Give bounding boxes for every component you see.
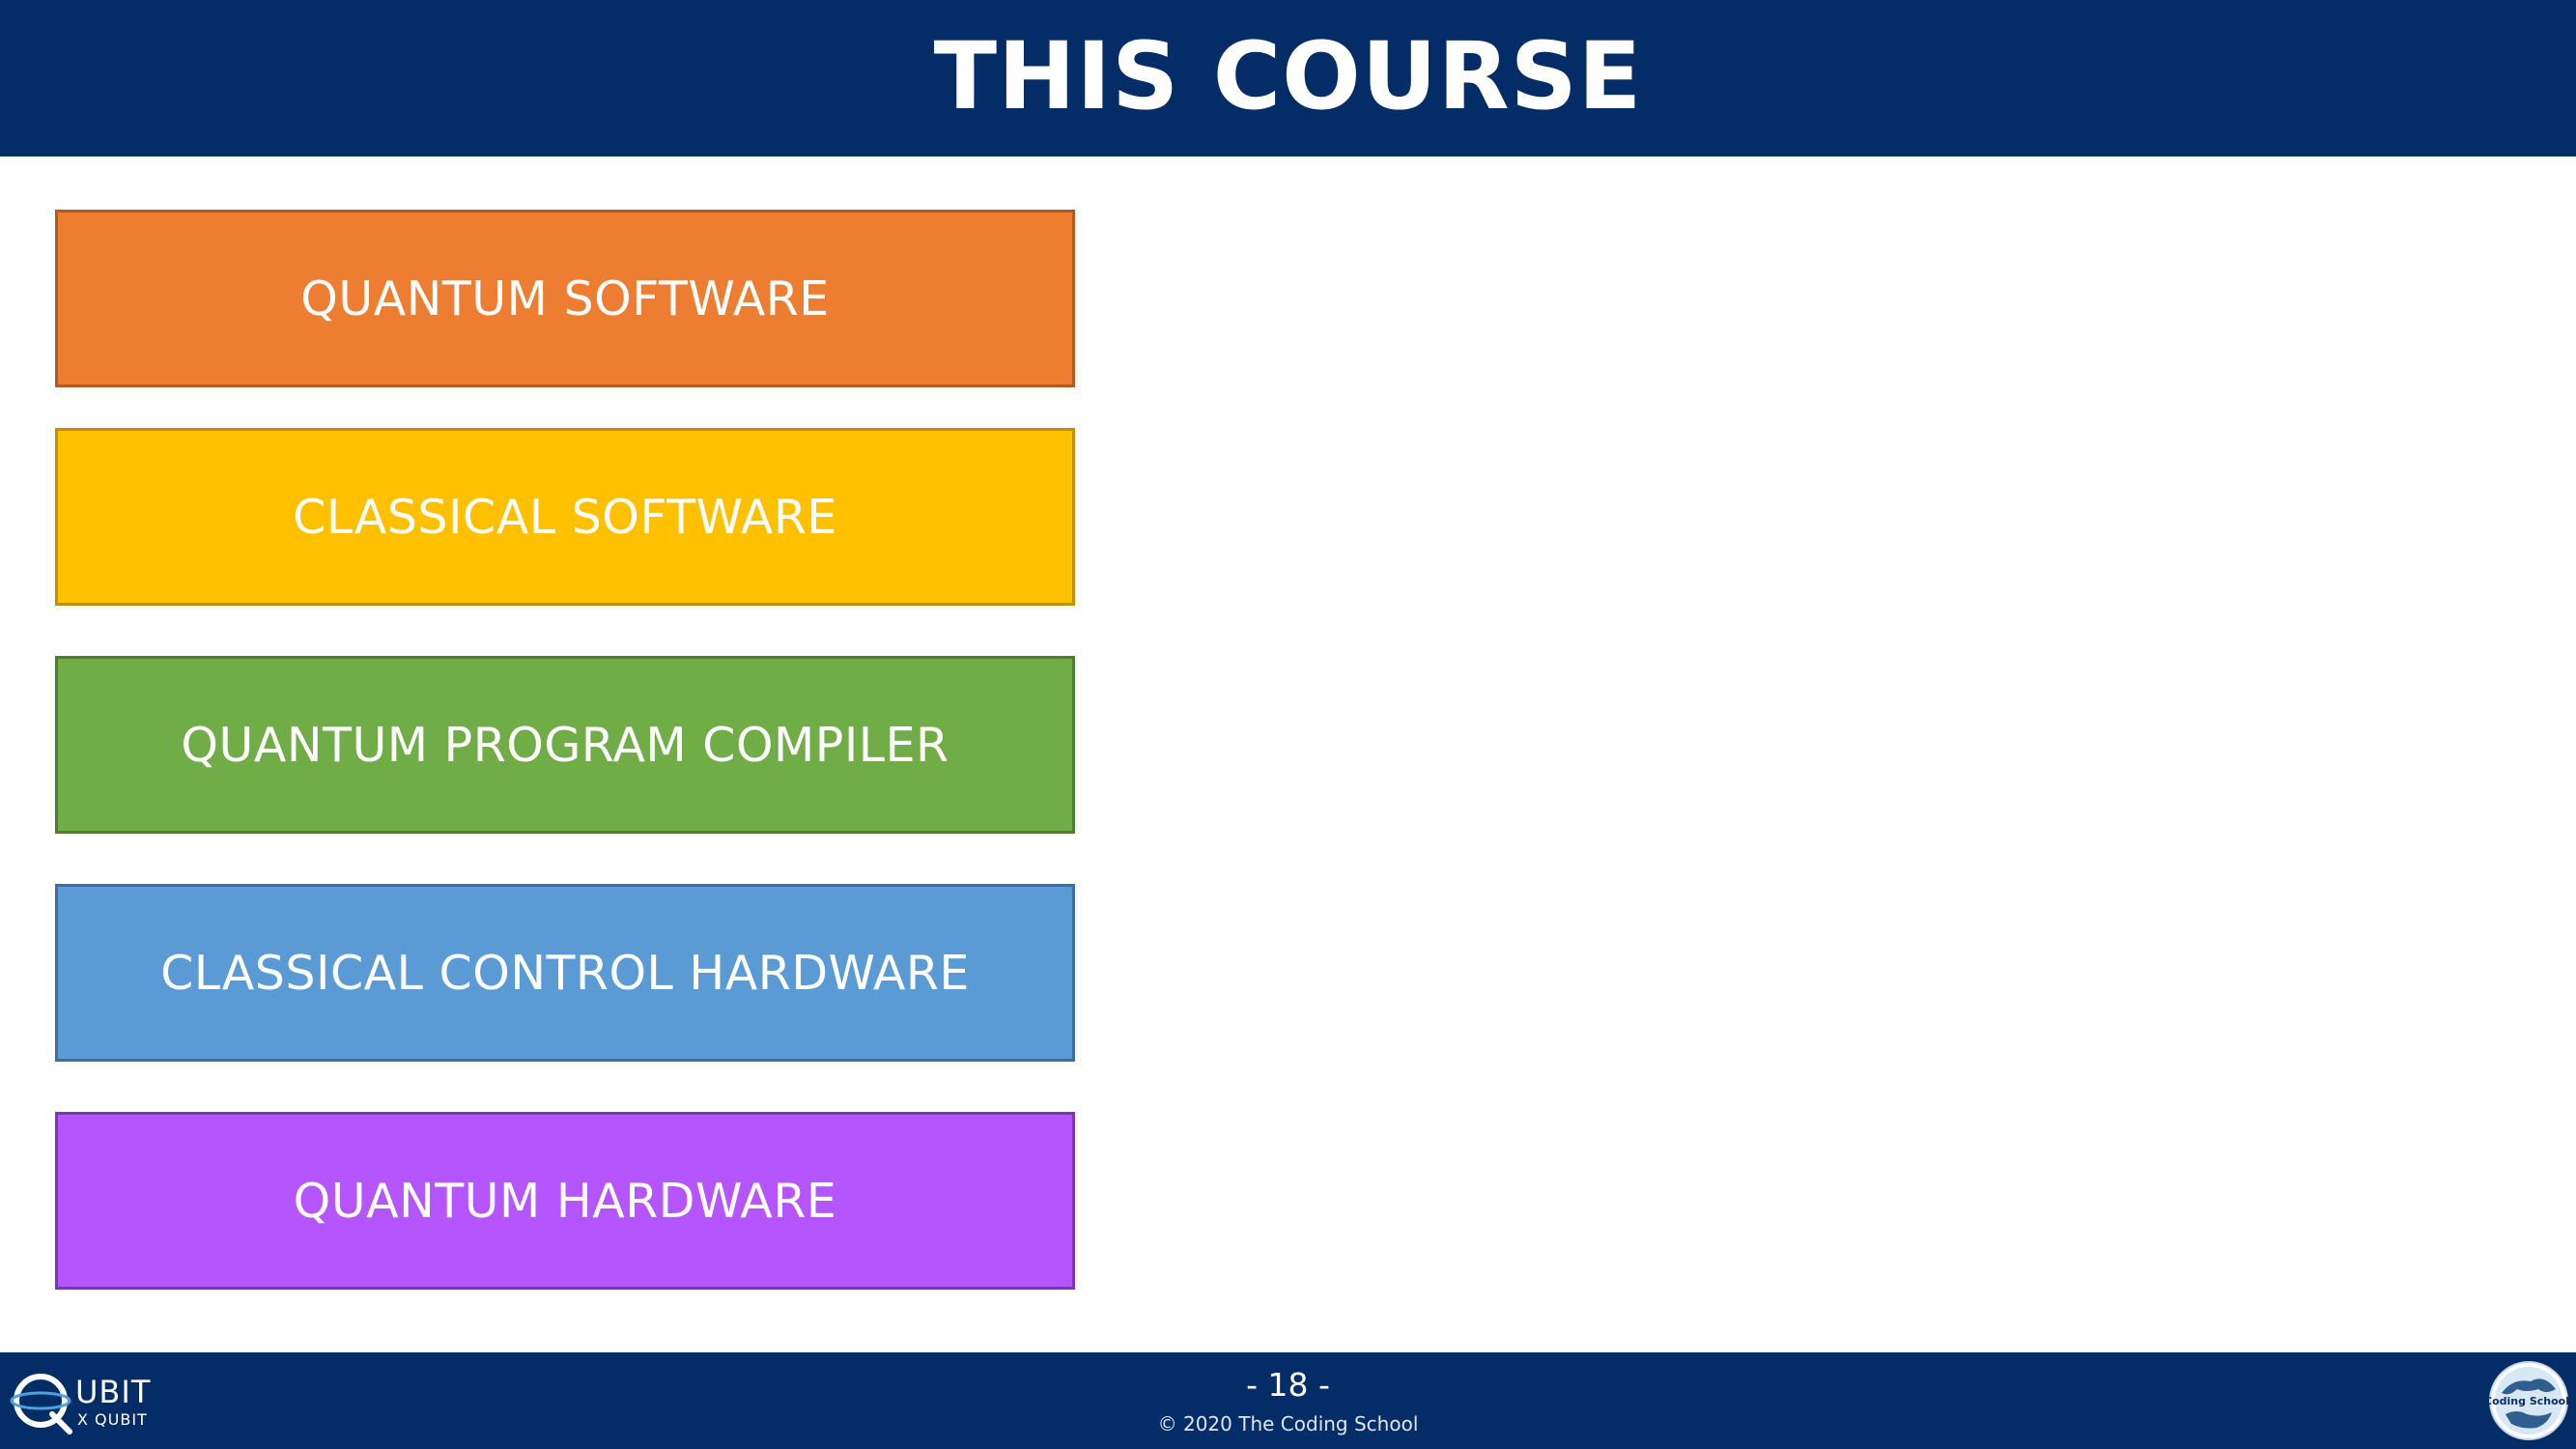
logo-word-top: UBIT (75, 1374, 152, 1410)
coding-school-globe-icon: <Coding School/> (2476, 1361, 2576, 1440)
stack-layer-classical-software: CLASSICAL SOFTWARE (55, 428, 1075, 606)
stack-layer-label: CLASSICAL CONTROL HARDWARE (160, 945, 970, 1001)
slide-header: THIS COURSE (0, 0, 2576, 156)
stack-layer-label: QUANTUM SOFTWARE (300, 270, 830, 327)
slide-title: THIS COURSE (933, 22, 1643, 130)
page-number: - 18 - (1246, 1366, 1330, 1404)
stack-layer-classical-control-hardware: CLASSICAL CONTROL HARDWARE (55, 884, 1075, 1062)
slide-footer: UBIT X QUBIT - 18 - © 2020 The Coding Sc… (0, 1352, 2576, 1449)
stack-layer-quantum-hardware: QUANTUM HARDWARE (55, 1112, 1075, 1290)
logo-word-bottom: X QUBIT (77, 1410, 148, 1429)
qubit-q-mark-icon (10, 1374, 72, 1435)
stack-layer-label: QUANTUM HARDWARE (293, 1173, 837, 1229)
stack-layer-label: CLASSICAL SOFTWARE (293, 489, 837, 545)
coding-school-logo-icon: <Coding School/> (2476, 1360, 2576, 1441)
stack-layer-quantum-program-compiler: QUANTUM PROGRAM COMPILER (55, 656, 1075, 834)
stack-layer-label: QUANTUM PROGRAM COMPILER (181, 717, 949, 773)
stack-layer-quantum-software: QUANTUM SOFTWARE (55, 210, 1075, 387)
qubit-by-qubit-logo-icon: UBIT X QUBIT (10, 1372, 164, 1435)
copyright-notice: © 2020 The Coding School (1157, 1412, 1419, 1435)
logo-text: <Coding School/> (2488, 1395, 2569, 1407)
